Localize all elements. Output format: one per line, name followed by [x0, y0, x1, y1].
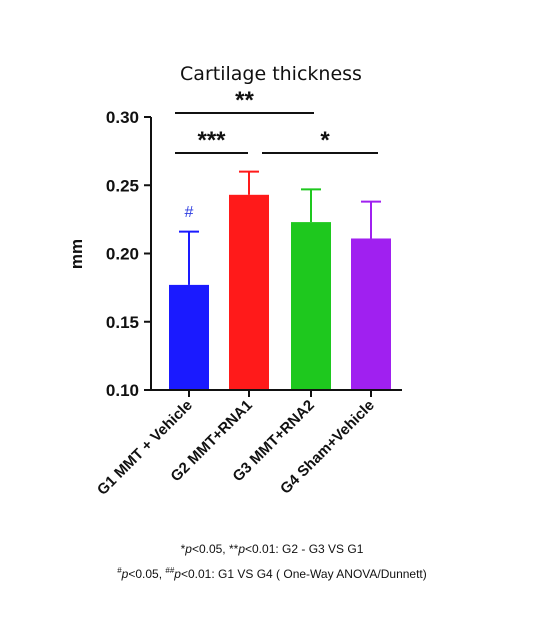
footnote-significance-g4: #p<0.05, ##p<0.01: G1 VS G4 ( One-Way AN…: [0, 566, 544, 581]
footnote-1-p: p: [238, 542, 245, 556]
y-tick-label: 0.15: [106, 313, 139, 332]
y-axis-label: mm: [67, 239, 86, 269]
footnote-2-hash: #: [117, 566, 122, 575]
bar-1: [169, 284, 209, 390]
bar-2: [229, 194, 269, 390]
significance-label: *: [320, 127, 330, 154]
footnote-significance-g1: *p<0.05, **p<0.01: G2 - G3 VS G1: [0, 542, 544, 556]
footnote-2-p: p: [174, 567, 181, 581]
significance-label: ***: [197, 127, 226, 154]
footnote-2-p: p: [121, 567, 129, 581]
footnote-1-p: p: [185, 542, 192, 556]
bar-annotation: #: [185, 204, 194, 221]
bar-4: [351, 238, 391, 390]
y-tick-label: 0.20: [106, 245, 139, 264]
footnote-2-part: <0.01: G1 VS G4 ( One-Way ANOVA/Dunnett): [180, 567, 427, 581]
y-tick-label: 0.10: [106, 381, 139, 400]
footnote-1-part: *: [180, 542, 186, 556]
footnote-1-part: <0.05, **: [191, 542, 239, 556]
bar-3: [291, 222, 331, 390]
bar-chart: Cartilage thickness mm 0.30 0.25 0.20 0.15 0…: [67, 63, 402, 499]
significance-label: **: [235, 87, 254, 114]
y-tick-label: 0.25: [106, 176, 139, 195]
y-tick-label: 0.30: [106, 108, 139, 127]
footnote-2-hash: ##: [165, 566, 175, 575]
chart-title: Cartilage thickness: [180, 63, 362, 85]
footnote-2-part: <0.05,: [128, 567, 166, 581]
footnote-1-part: <0.01: G2 - G3 VS G1: [245, 542, 364, 556]
